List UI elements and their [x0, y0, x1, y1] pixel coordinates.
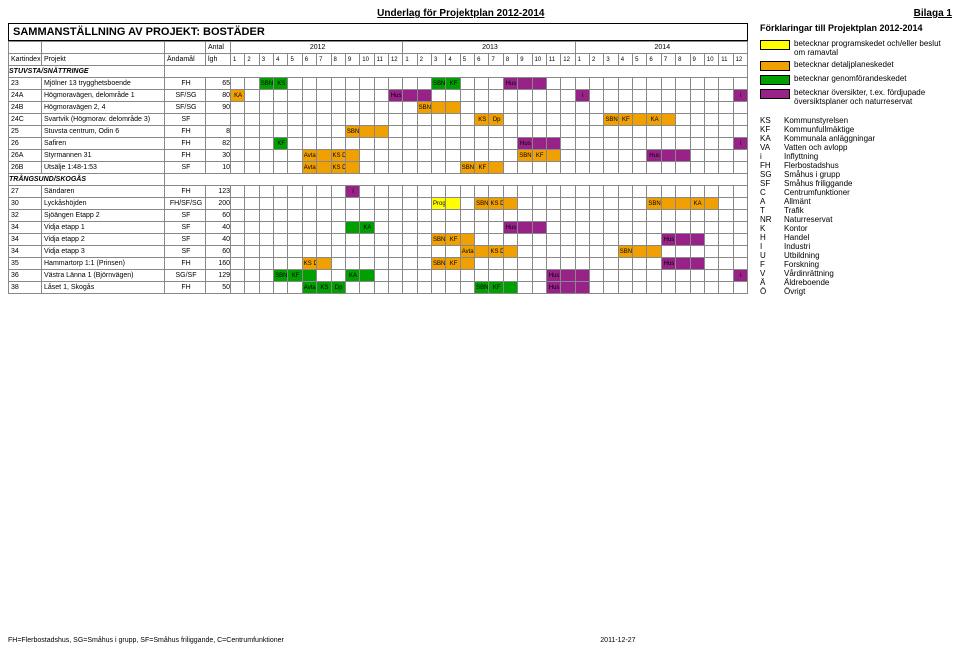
abbr-row: KAKommunala anläggningar	[760, 134, 950, 143]
table-row: 24CSvartvik (Högmorav. delområde 3)SFKSD…	[9, 114, 748, 126]
page-header: Underlag för Projektplan 2012-2014 Bilag…	[8, 8, 952, 19]
abbr-row: SFSmåhus friliggande	[760, 179, 950, 188]
abbr-row: FForskning	[760, 260, 950, 269]
table-row: 25Stuvsta centrum, Odin 6FH8SBN KF	[9, 126, 748, 138]
abbr-row: VVårdinrättning	[760, 269, 950, 278]
project-table: Antal201220132014KartindexProjektÄndamål…	[8, 41, 748, 294]
title-right: Bilaga 1	[914, 8, 952, 19]
table-row: 34Vidja etapp 1SF40KAHus	[9, 222, 748, 234]
abbr-row: TTrafik	[760, 206, 950, 215]
abbr-row: IIndustri	[760, 242, 950, 251]
table-row: 34Vidja etapp 3SF60AvtalKS DpSBN KF	[9, 246, 748, 258]
abbr-row: NRNaturreservat	[760, 215, 950, 224]
legend-title: Förklaringar till Projektplan 2012-2014	[760, 23, 950, 33]
section-header: STUVSTA/SNÄTTRINGE	[9, 66, 165, 78]
abbr-row: FHFlerbostadshus	[760, 161, 950, 170]
table-row: 26BUtsälje 1:48-1:53SF10AvtalKS DpSBNKF	[9, 162, 748, 174]
abbr-row: UUtbildning	[760, 251, 950, 260]
abbr-row: VAVatten och avlopp	[760, 143, 950, 152]
table-row: 34Vidja etapp 2SF40SBNKFHus	[9, 234, 748, 246]
table-row: 32Sjöängen Etapp 2SF60	[9, 210, 748, 222]
table-row: 24BHögmoravägen 2, 4SF/SG90SBN KF	[9, 102, 748, 114]
legend-item: betecknar detaljplaneskedet	[760, 60, 950, 71]
footer-center: 2011-12-27	[600, 637, 635, 644]
title-center: Underlag för Projektplan 2012-2014	[377, 8, 544, 19]
legend-item: betecknar genomförandeskedet	[760, 74, 950, 85]
abbr-row: HHandel	[760, 233, 950, 242]
abbr-row: iInflyttning	[760, 152, 950, 161]
table-row: 24AHögmoravägen, delområde 1SF/SG80KAHus…	[9, 90, 748, 102]
section-header: TRÅNGSUND/SKOGÅS	[9, 174, 165, 186]
table-row: 30LyckåshöjdenFH/SF/SG200ProgramSBNKS Dp…	[9, 198, 748, 210]
table-row: 26AStyrmannen 31FH30AvtalKS DpSBNKFHus	[9, 150, 748, 162]
abbr-row: ÄÄldreboende	[760, 278, 950, 287]
table-row: 36Västra Länna 1 (Björnvägen)SG/SF129SBN…	[9, 270, 748, 282]
abbr-row: SGSmåhus i grupp	[760, 170, 950, 179]
footer: FH=Flerbostadshus, SG=Småhus i grupp, SF…	[8, 637, 952, 644]
legend-item: betecknar programskedet och/eller beslut…	[760, 39, 950, 57]
table-row: 23Mjölner 13 trygghetsboendeFH65SBNKSSBN…	[9, 78, 748, 90]
abbr-row: CCentrumfunktioner	[760, 188, 950, 197]
legend-item: betecknar översikter, t.ex. fördjupade ö…	[760, 88, 950, 106]
abbr-row: AAllmänt	[760, 197, 950, 206]
table-row: 35Hammartorp 1:1 (Prinsen)FH160KS DpSBNK…	[9, 258, 748, 270]
table-row: 27SändarenFH123i	[9, 186, 748, 198]
footer-left: FH=Flerbostadshus, SG=Småhus i grupp, SF…	[8, 637, 284, 644]
abbr-row: ÖÖvrigt	[760, 287, 950, 296]
table-row: 38Låset 1, SkogåsFH50AvtalKSDpSBNKFHus	[9, 282, 748, 294]
abbr-row: KSKommunstyrelsen	[760, 116, 950, 125]
table-row: 26SafirenFH82KFHusi	[9, 138, 748, 150]
abbr-row: KKontor	[760, 224, 950, 233]
abbr-row: KFKommunfullmäktige	[760, 125, 950, 134]
table-title: SAMMANSTÄLLNING AV PROJEKT: BOSTÄDER	[8, 23, 748, 41]
